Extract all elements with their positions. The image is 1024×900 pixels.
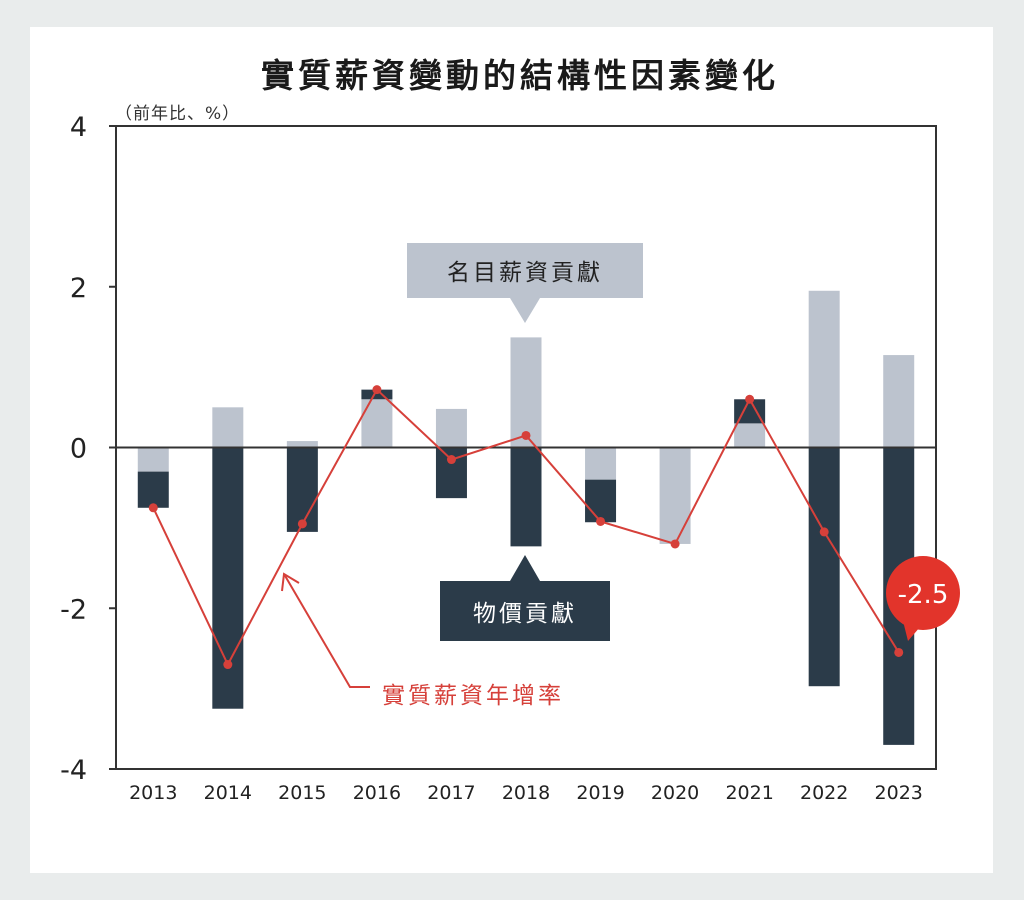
value-badge-circle <box>886 556 960 630</box>
real-wage-point-2013 <box>148 503 158 513</box>
nominal-wage-callout: 名目薪資貢獻 <box>407 243 643 323</box>
bar-nominal-2014 <box>212 407 244 448</box>
real-wage-point-2019 <box>596 516 606 526</box>
chart-canvas: 實質薪資變動的結構性因素變化 （前年比、%） 420-2-4 2013 2014 2… <box>60 56 960 804</box>
x-tick-label: 2021 <box>725 782 773 804</box>
bar-price-2018 <box>510 447 542 547</box>
chart-title: 實質薪資變動的結構性因素變化 <box>261 56 779 95</box>
y-tick-label: 4 <box>70 112 87 143</box>
chart-card: 實質薪資變動的結構性因素變化 （前年比、%） 4 2 0 -2 -4 2013 2014 2… <box>30 27 993 873</box>
nominal-callout-box <box>407 243 643 298</box>
bars-layer <box>137 290 915 745</box>
bar-nominal-2018 <box>510 337 542 448</box>
x-tick-label: 2013 <box>129 782 177 804</box>
bar-nominal-2017 <box>435 408 467 448</box>
bar-price-2015 <box>286 447 318 532</box>
real-wage-point-2020 <box>670 539 680 549</box>
bar-nominal-2016 <box>361 399 393 448</box>
bar-nominal-2020 <box>659 447 691 544</box>
x-tick-label: 2022 <box>800 782 848 804</box>
y-tick-label: -4 <box>60 755 87 786</box>
bar-nominal-2021 <box>734 423 766 448</box>
x-tick-label: 2016 <box>353 782 401 804</box>
bar-nominal-2022 <box>808 290 840 448</box>
value-badge-label: -2.5 <box>898 580 949 610</box>
real-wage-point-2014 <box>223 660 233 670</box>
x-tick-label: 2020 <box>651 782 699 804</box>
real-wage-point-2022 <box>819 527 829 537</box>
y-axis-unit-label: （前年比、%） <box>115 104 240 124</box>
bar-nominal-2015 <box>286 441 318 448</box>
bar-price-2016 <box>361 389 393 400</box>
x-axis-ticks: 2013 2014 2015 2016 2017 2018 2019 2020 2021 2022… <box>129 782 923 804</box>
bar-nominal-2019 <box>585 447 617 480</box>
x-tick-label: 2017 <box>427 782 475 804</box>
nominal-callout-label: 名目薪資貢獻 <box>447 260 603 286</box>
real-wage-point-2015 <box>297 519 307 529</box>
real-wage-callout: 實質薪資年增率 <box>281 572 564 709</box>
real-wage-callout-label: 實質薪資年增率 <box>382 683 564 709</box>
x-tick-label: 2014 <box>204 782 252 804</box>
real-wage-point-2021 <box>745 394 755 404</box>
y-tick-label: 2 <box>70 273 87 304</box>
x-tick-label: 2015 <box>278 782 326 804</box>
real-wage-point-2023 <box>894 647 904 657</box>
y-tick-label: -2 <box>60 594 87 625</box>
price-callout: 物價貢獻 <box>440 555 610 641</box>
bar-nominal-2023 <box>883 355 915 448</box>
real-wage-callout-arrowhead <box>281 572 300 592</box>
real-wage-point-2016 <box>372 385 382 395</box>
real-wage-callout-leader <box>283 573 370 688</box>
real-wage-point-2018 <box>521 430 531 440</box>
price-callout-box <box>440 581 610 641</box>
bar-price-2019 <box>585 479 617 523</box>
bar-nominal-2013 <box>137 447 169 472</box>
x-tick-label: 2023 <box>875 782 923 804</box>
real-wage-point-2017 <box>446 455 456 465</box>
x-tick-label: 2019 <box>576 782 624 804</box>
y-tick-label: 0 <box>70 434 87 465</box>
price-callout-label: 物價貢獻 <box>473 601 577 627</box>
nominal-callout-pointer <box>510 298 540 323</box>
bar-price-2014 <box>212 447 244 709</box>
x-tick-label: 2018 <box>502 782 550 804</box>
bar-price-2013 <box>137 471 169 508</box>
price-callout-pointer <box>510 555 540 581</box>
value-badge: -2.5 <box>886 556 960 641</box>
growth-line-layer <box>148 385 904 670</box>
bar-price-2022 <box>808 447 840 687</box>
y-axis-ticks: 4 2 0 -2 -4 <box>60 112 116 786</box>
